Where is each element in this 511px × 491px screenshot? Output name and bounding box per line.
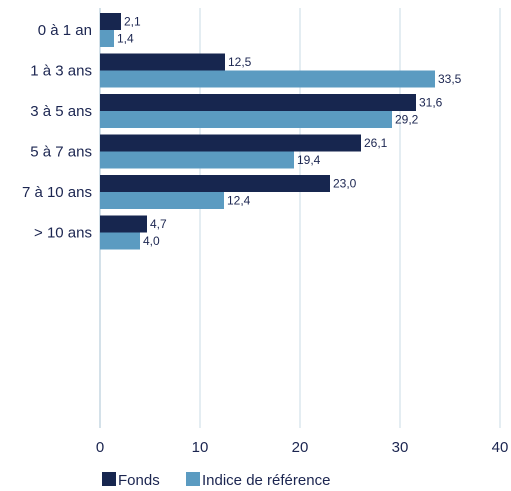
bar-fonds — [100, 175, 330, 192]
x-tick-label: 30 — [392, 439, 409, 456]
legend-swatch-fonds — [102, 472, 116, 486]
legend-label-fonds: Fonds — [118, 472, 160, 489]
data-label: 29,2 — [395, 113, 419, 127]
data-label: 4,7 — [150, 217, 167, 231]
x-tick-label: 40 — [492, 439, 509, 456]
data-label: 23,0 — [333, 177, 357, 191]
data-label: 33,5 — [438, 72, 462, 86]
bar-fonds — [100, 53, 225, 71]
bar-indice — [100, 151, 294, 169]
category-label: 5 à 7 ans — [30, 144, 92, 161]
data-label: 4,0 — [143, 234, 160, 248]
bar-fonds — [100, 94, 416, 111]
category-label: 3 à 5 ans — [30, 103, 92, 120]
bars: 2,1 1,4 12,5 33,5 31,629,2 26,1 19,4 23,0 12,4 4,… — [100, 13, 462, 250]
data-label: 1,4 — [117, 32, 134, 46]
bar-indice — [100, 192, 224, 209]
category-label: 1 à 3 ans — [30, 63, 92, 80]
data-label: 26,1 — [364, 136, 388, 150]
bar-fonds — [100, 215, 147, 233]
x-tick-labels: 0 10 20 30 40 — [96, 439, 509, 456]
x-tick-label: 20 — [292, 439, 309, 456]
bar-fonds — [100, 134, 361, 152]
x-tick-label: 0 — [96, 439, 104, 456]
category-label: 0 à 1 an — [38, 22, 92, 39]
category-labels: 0 à 1 an 1 à 3 ans 3 à 5 ans 5 à 7 ans 7 à 1… — [22, 22, 92, 242]
category-label: > 10 ans — [34, 225, 92, 242]
legend-label-indice: Indice de référence — [202, 472, 330, 489]
bar-indice — [100, 70, 435, 88]
bar-fonds — [100, 13, 121, 30]
bar-indice — [100, 30, 114, 47]
data-label: 19,4 — [297, 153, 321, 167]
legend-swatch-indice — [186, 472, 200, 486]
data-label: 2,1 — [124, 15, 141, 29]
data-label: 12,4 — [227, 194, 251, 208]
x-tick-label: 10 — [192, 439, 209, 456]
legend: Fonds Indice de référence — [102, 472, 330, 489]
data-label: 12,5 — [228, 55, 252, 69]
category-label: 7 à 10 ans — [22, 184, 92, 201]
bar-indice — [100, 111, 392, 128]
bar-indice — [100, 232, 140, 250]
data-label: 31,6 — [419, 96, 443, 110]
